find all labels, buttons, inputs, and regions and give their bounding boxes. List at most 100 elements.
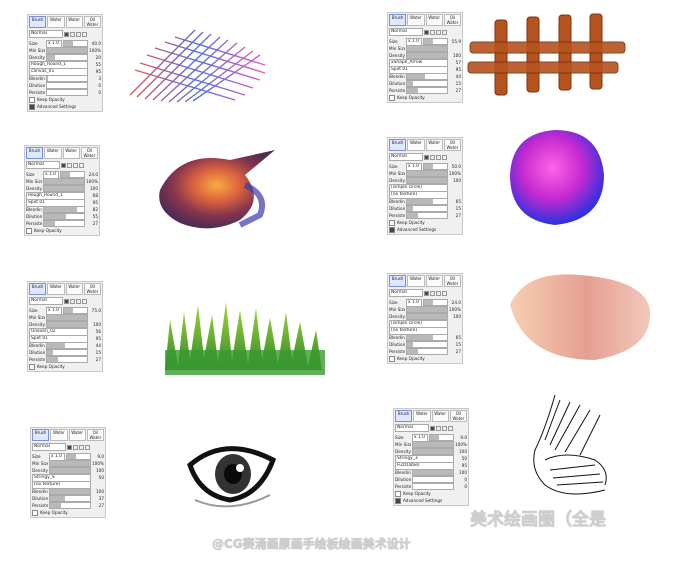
tab-brush[interactable]: Brush [389,275,407,287]
blending-slider[interactable] [46,75,88,82]
blending-slider-row[interactable]: Blending 44 [389,73,461,80]
persistence-slider-row[interactable]: Persistence 27 [29,356,101,363]
tab-brush[interactable]: Brush [32,429,50,441]
brush-shape-icon[interactable] [82,298,87,304]
blending-slider-row[interactable]: Blending 3 [29,75,101,82]
dilution-slider[interactable] [49,495,91,502]
tab-water[interactable]: Water [62,147,80,159]
size-row[interactable]: Size x 1.0 9.0 [395,433,467,442]
blending-slider-row[interactable]: Blending 65 [389,198,461,205]
keep-opacity-row[interactable]: Keep Opacity [32,509,104,516]
persistence-slider[interactable] [412,483,454,490]
density-slider[interactable] [406,177,448,184]
persistence-slider[interactable] [46,89,88,96]
brush-shape-icon[interactable] [64,298,69,304]
density-slider[interactable] [412,448,454,455]
tab-water[interactable]: Water [425,139,443,151]
blend-mode-select[interactable]: Normal [389,289,423,297]
blend-mode-select[interactable]: Normal [389,153,423,161]
blend-mode-select[interactable]: Normal [29,297,63,305]
density-slider-row[interactable]: Density 100 [389,313,461,320]
texture-select-row[interactable]: canvas_01 95 [29,67,101,76]
keep-opacity-row[interactable]: Keep Opacity [26,227,98,234]
brush-shape-icon[interactable] [442,154,447,160]
advanced-settings-checkbox[interactable] [395,497,401,504]
min_size-slider[interactable] [412,441,454,448]
texture-select-row[interactable]: (no texture) [389,190,461,199]
tab-oil-water[interactable]: Oil Water [83,283,101,295]
brush-shape-icon[interactable] [70,31,75,37]
size-row[interactable]: Size x 1.0 55.9 [389,37,461,46]
brush-shape-icon[interactable] [424,29,429,35]
keep-opacity-row[interactable]: Keep Opacity [389,94,461,101]
density-slider-row[interactable]: Density 100 [32,467,104,474]
size-slider[interactable] [60,171,85,178]
keep-opacity-checkbox[interactable] [26,227,32,234]
density-slider[interactable] [49,467,91,474]
min_size-slider-row[interactable]: Min Size 100% [32,460,104,467]
keep-opacity-checkbox[interactable] [32,509,38,516]
blending-slider-row[interactable]: Blending 100 [395,469,467,476]
brush-shape-icon[interactable] [67,444,72,450]
size-row[interactable]: Size x 1.0 75.0 [29,306,101,315]
keep-opacity-checkbox[interactable] [395,490,401,497]
density-slider[interactable] [406,52,448,59]
brush-shape-icon[interactable] [424,290,429,296]
dilution-slider-row[interactable]: Dilution 15 [29,349,101,356]
min_size-slider-row[interactable]: Min Size 100% [389,306,461,313]
dilution-slider[interactable] [412,476,454,483]
blend-mode-select[interactable]: Normal [32,443,66,451]
dilution-slider-row[interactable]: Dilution 15 [389,205,461,212]
texture-select-row[interactable]: (no texture) [389,326,461,335]
size-slider[interactable] [63,307,88,314]
blending-slider[interactable] [49,488,91,495]
dilution-slider[interactable] [406,80,448,87]
persistence-slider[interactable] [406,212,448,219]
size-row[interactable]: Size x 1.0 50.0 [389,162,461,171]
min_size-slider-row[interactable]: Min Size [29,314,101,321]
density-slider-row[interactable]: Density 100 [389,52,461,59]
size-slider[interactable] [423,163,448,170]
brush-shape-icon[interactable] [76,31,81,37]
dilution-slider-row[interactable]: Dilution 55 [26,213,98,220]
min_size-slider-row[interactable]: Min Size 100% [29,47,101,54]
tab-brush[interactable]: Brush [26,147,44,159]
min_size-slider[interactable] [49,460,91,467]
density-slider[interactable] [46,54,88,61]
blending-slider[interactable] [406,198,448,205]
advanced-settings-checkbox[interactable] [389,226,395,233]
blend-mode-select[interactable]: Normal [29,30,63,38]
tab-oil-water[interactable]: Oil Water [86,429,104,441]
tab-brush[interactable]: Brush [395,410,413,422]
min_size-slider[interactable] [46,47,88,54]
brush-shape-icon[interactable] [430,425,435,431]
tab-oil-water[interactable]: Oil Water [83,16,101,28]
brush-shape-icon[interactable] [442,290,447,296]
density-slider-row[interactable]: Density 100 [389,177,461,184]
persistence-slider[interactable] [46,356,88,363]
blending-slider-row[interactable]: Blending 44 [29,342,101,349]
texture-select-row[interactable]: Fuzz(able) 95 [395,461,467,470]
tab-water[interactable]: Water [65,283,83,295]
min_size-slider-row[interactable]: Min Size 100% [395,441,467,448]
brush-shape-icon[interactable] [430,290,435,296]
size-slider[interactable] [423,38,448,45]
brush-shape-icon[interactable] [61,162,66,168]
min_size-slider[interactable] [46,314,88,321]
tab-brush[interactable]: Brush [29,16,47,28]
brush-shape-icon[interactable] [76,298,81,304]
density-slider[interactable] [46,321,88,328]
tab-water[interactable]: Water [68,429,86,441]
tab-water[interactable]: Water [50,429,68,441]
tab-water[interactable]: Water [413,410,431,422]
tab-water[interactable]: Water [425,275,443,287]
dilution-slider-row[interactable]: Dilution 0 [395,476,467,483]
brush-shape-icon[interactable] [79,444,84,450]
tab-water[interactable]: Water [47,283,65,295]
density-slider-row[interactable]: Density 100 [26,185,98,192]
persistence-slider[interactable] [406,87,448,94]
brush-shape-icon[interactable] [73,444,78,450]
dilution-slider[interactable] [43,213,85,220]
brush-shape-icon[interactable] [73,162,78,168]
min_size-slider[interactable] [406,306,448,313]
